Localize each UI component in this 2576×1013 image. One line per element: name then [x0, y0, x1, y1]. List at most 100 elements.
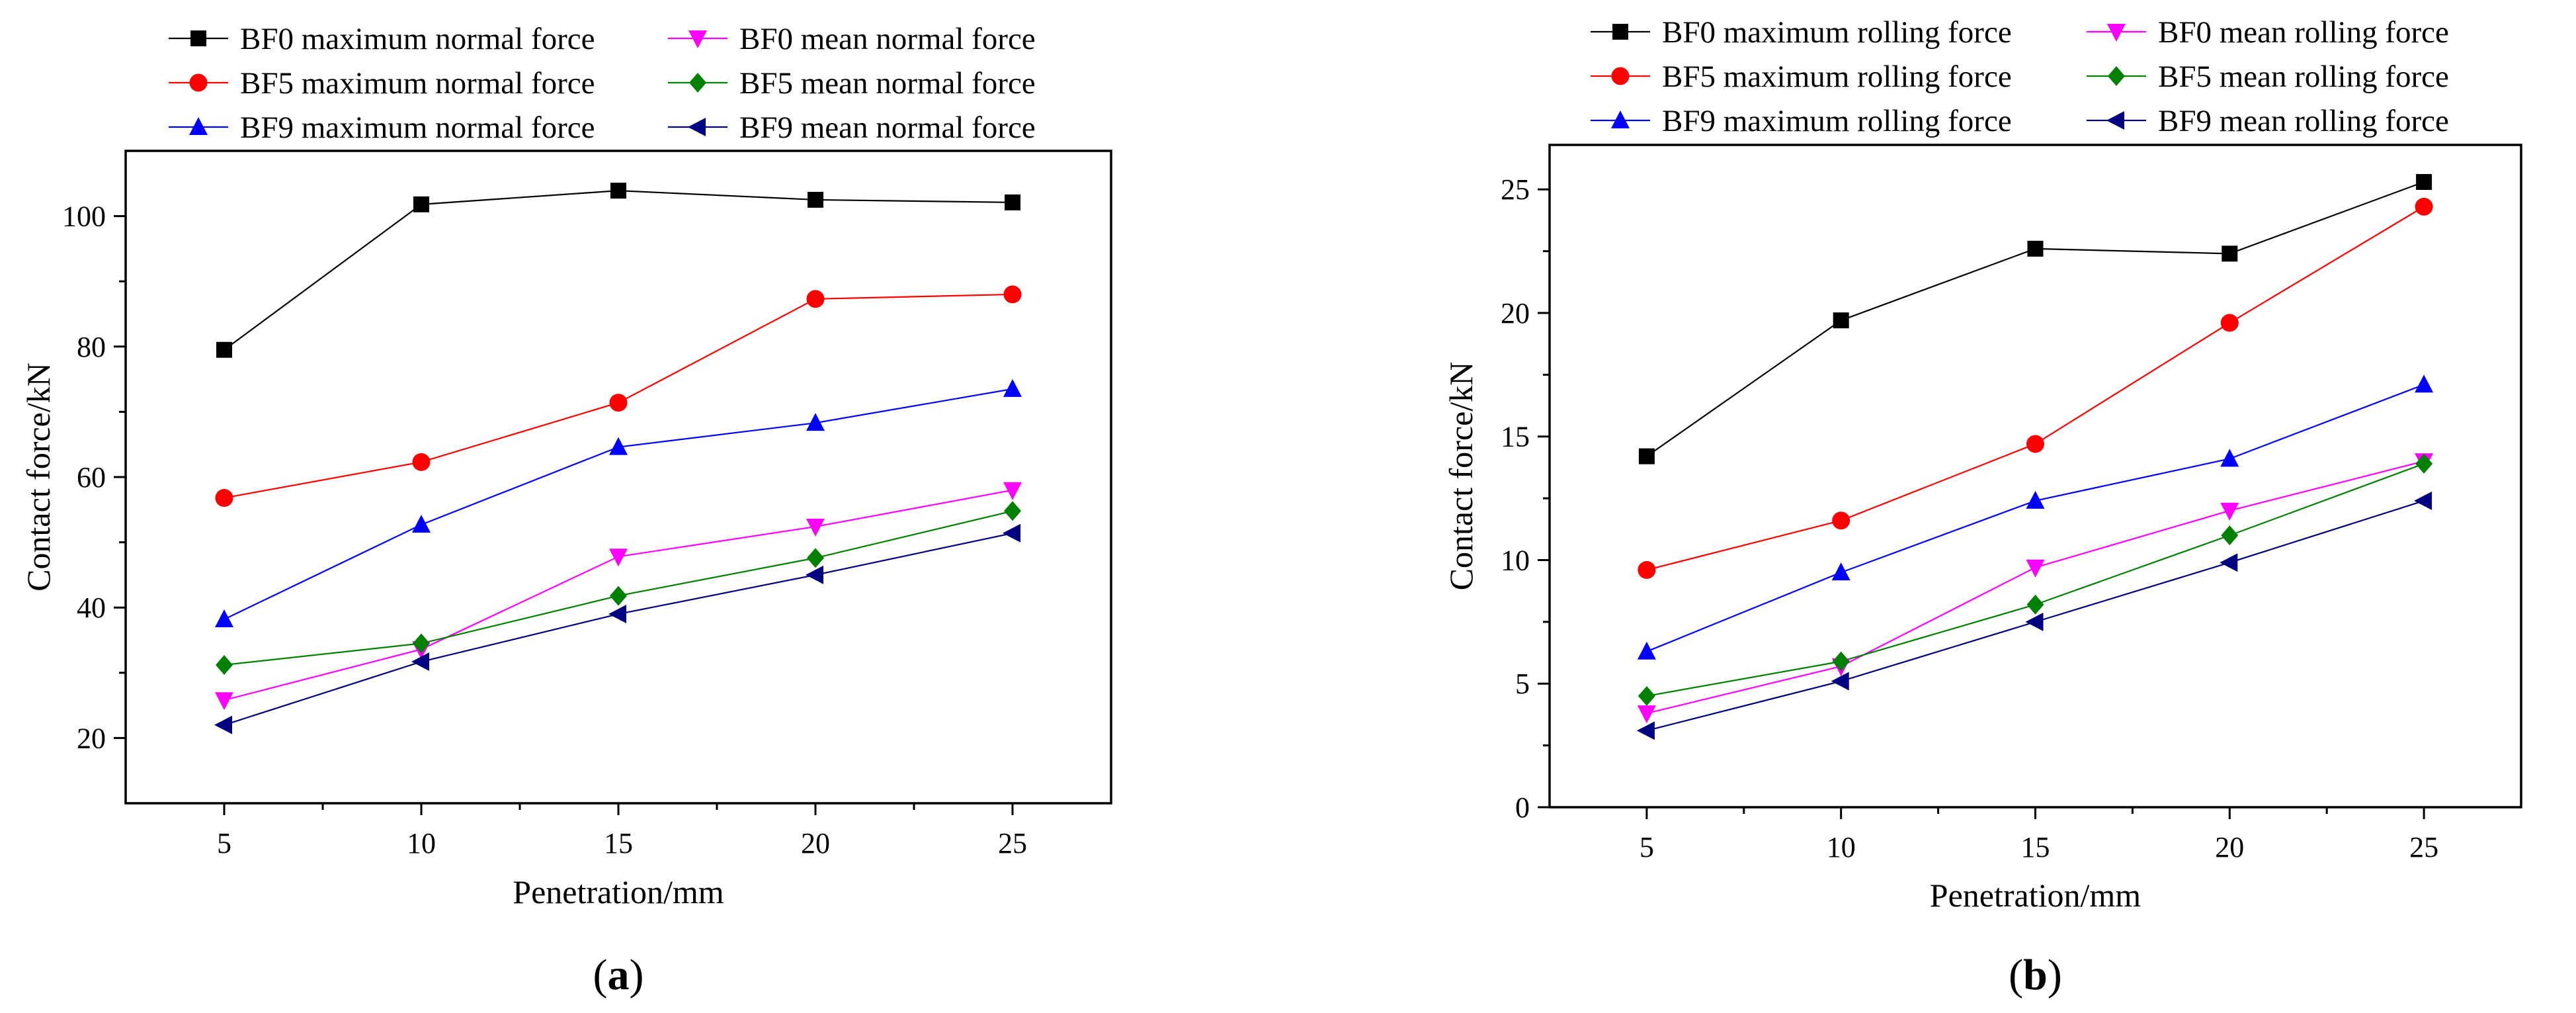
panel-a-series-2-point — [806, 290, 825, 308]
panel-a-series-0-point — [610, 183, 626, 199]
panel-b-series-4-point — [1637, 641, 1656, 660]
panel-a-series-1-point — [1003, 482, 1022, 500]
panel-a-series-4-point — [609, 437, 628, 455]
panel-b-legend-marker — [1611, 67, 1630, 85]
panel-a-caption: (a) — [593, 951, 644, 999]
panel-a-y-axis-title: Contact force/kN — [20, 363, 57, 592]
panel-a-series-4-point — [412, 514, 431, 533]
panel-b-legend-label: BF9 mean rolling force — [2158, 104, 2449, 138]
panel-b-y-tick-label: 5 — [1515, 668, 1530, 700]
panel-a-series-0-point — [413, 196, 429, 212]
panel-b-series-0-point — [2027, 240, 2044, 257]
panel-a-y-tick-label: 80 — [77, 331, 106, 363]
panel-a-series-3-point — [413, 633, 430, 654]
panel-b-caption-open: ( — [2009, 951, 2023, 999]
panel-b-x-tick-label: 25 — [2409, 831, 2438, 863]
panel-b-legend-label: BF0 maximum rolling force — [1662, 15, 2012, 50]
panel-a-legend-label: BF9 maximum normal force — [240, 110, 595, 145]
panel-a-series-2-point — [1003, 285, 1022, 304]
panel-b-caption: (b) — [2009, 951, 2062, 999]
panel-a-legend-marker — [189, 117, 208, 135]
panel-b-legend-label: BF9 maximum rolling force — [1662, 104, 2012, 138]
panel-a-legend-marker — [189, 73, 208, 92]
panel-a-x-axis-title: Penetration/mm — [513, 873, 724, 910]
panel-b-legend-marker — [1611, 110, 1630, 128]
panel-a-caption-close: ) — [630, 951, 644, 999]
panel-b-legend-marker — [2107, 24, 2126, 42]
panel-b-x-tick-label: 10 — [1827, 831, 1856, 863]
panel-b-legend-marker — [2106, 111, 2124, 130]
panel-a-caption-open: ( — [593, 951, 608, 999]
panel-b-series-3-point — [1832, 651, 1850, 672]
panel-a-series-5-point — [411, 652, 429, 672]
panel-a-series-1-point — [609, 549, 628, 567]
panel-a-legend-label: BF0 maximum normal force — [240, 22, 595, 56]
panel-b-series-2-point — [1638, 560, 1656, 579]
panel-b-series-1-point — [2026, 559, 2045, 578]
panel-a-series-1-point — [806, 518, 825, 537]
panel-b-series-3-point — [2221, 525, 2239, 546]
panel-b-series-5-point — [2220, 553, 2238, 572]
panel-a-x-tick-label: 20 — [801, 827, 830, 859]
panel-b-y-tick-label: 25 — [1501, 173, 1530, 206]
panel-b-x-tick-label: 20 — [2215, 831, 2244, 863]
panel-b-series-0-point — [1833, 312, 1849, 329]
panel-a-legend-marker — [688, 118, 706, 136]
panel-a-series-2-point — [215, 489, 233, 507]
panel-b-series-5-point — [1636, 721, 1655, 740]
panel-b-caption-letter: b — [2023, 951, 2048, 999]
panel-b-legend-marker — [1612, 24, 1628, 40]
panel-a-legend-marker — [689, 73, 706, 93]
panel-b-series-5-point — [2025, 612, 2044, 631]
panel-b-series-2-point — [2415, 197, 2433, 216]
panel-a-series-0-point — [808, 191, 823, 208]
panel-a-series-4-point — [215, 609, 233, 627]
panel-b-series-2-point — [2026, 435, 2044, 453]
panel-b-series-0-point — [1638, 448, 1655, 464]
panel-a-x-tick-label: 25 — [998, 827, 1027, 859]
panel-b-series-3-point — [2026, 594, 2044, 615]
panel-b-series-4-point — [2415, 374, 2434, 393]
panel-a-caption-letter: a — [608, 951, 630, 999]
panel-b-legend-marker — [2108, 66, 2125, 86]
panel-a-y-tick-label: 40 — [77, 592, 106, 624]
panel-b-caption-close: ) — [2048, 951, 2062, 999]
panel-a-y-tick-label: 60 — [77, 461, 106, 494]
panel-b-series-0-point — [2416, 174, 2432, 191]
panel-b-series-4-point — [1831, 562, 1850, 581]
panel-b-y-tick-label: 20 — [1501, 297, 1530, 330]
panel-a-legend-label: BF0 mean normal force — [739, 22, 1036, 56]
panel-a-series-3-point — [610, 586, 627, 606]
panel-b-y-tick-label: 0 — [1515, 791, 1530, 824]
panel-b-series-3-point — [2415, 453, 2433, 474]
panel-b-series-4-point — [2220, 449, 2239, 467]
panel-b-series-5-point — [1831, 672, 1849, 691]
panel-a-series-3-point — [807, 548, 824, 568]
panel-a-legend-label: BF9 mean normal force — [739, 110, 1036, 145]
panel-b-series-1-point — [1637, 705, 1656, 724]
panel-a-series-2-point — [412, 453, 431, 471]
panel-b-y-axis-title: Contact force/kN — [1442, 362, 1479, 591]
panel-b-x-axis-title: Penetration/mm — [1930, 877, 2141, 914]
panel-a-series-4-point — [1003, 378, 1022, 397]
panel-a-x-tick-label: 15 — [604, 827, 633, 859]
panel-a-series-5-point — [1003, 523, 1020, 543]
panel-b-legend-label: BF5 mean rolling force — [2158, 60, 2449, 94]
panel-b-y-tick-label: 15 — [1501, 421, 1530, 453]
panel-b-series-3-point — [1638, 685, 1655, 706]
panel-a-legend-label: BF5 maximum normal force — [240, 66, 595, 101]
panel-a-y-tick-label: 100 — [62, 200, 106, 233]
panel-a-y-tick-label: 20 — [77, 722, 106, 754]
panel-a-series-5-point — [806, 565, 823, 584]
panel-a-series-3-point — [1004, 501, 1021, 521]
panel-a-x-tick-label: 10 — [407, 827, 436, 859]
panel-b-y-tick-label: 10 — [1501, 544, 1530, 576]
panel-a-series-0-point — [216, 341, 232, 358]
panel-a-legend-marker — [688, 30, 707, 48]
panel-b-series-2-point — [2220, 314, 2239, 332]
panel-a: 5 10 15 20 25 20 40 60 80 100 Penetration/mm Contac… — [20, 22, 1112, 999]
panel-b-legend-label: BF5 maximum rolling force — [1662, 60, 2012, 94]
panel-b-series-1-point — [2220, 502, 2239, 521]
panel-b-x-tick-label: 15 — [2021, 831, 2050, 863]
